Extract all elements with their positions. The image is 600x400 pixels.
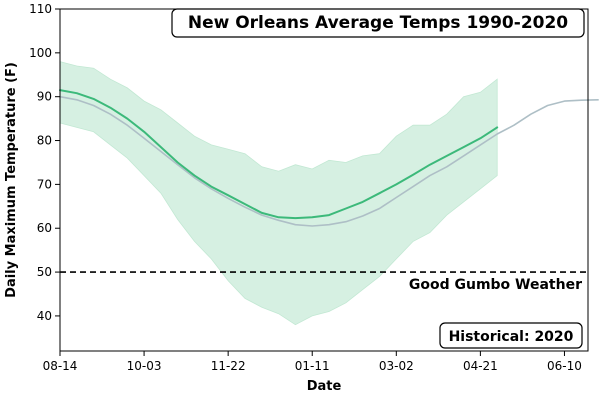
chart-title: New Orleans Average Temps 1990-2020 — [188, 13, 568, 33]
y-tick-label: 90 — [37, 90, 52, 104]
y-tick-label: 70 — [37, 177, 52, 191]
x-axis-title: Date — [307, 379, 342, 394]
x-tick-label: 11-22 — [211, 359, 246, 373]
chart-title-box: New Orleans Average Temps 1990-2020 — [171, 8, 585, 38]
x-tick-label: 03-02 — [379, 359, 414, 373]
y-tick-label: 60 — [37, 221, 52, 235]
x-tick-label: 10-03 — [127, 359, 162, 373]
daily-range-band — [59, 61, 498, 326]
y-tick-label: 80 — [37, 134, 52, 148]
y-tick-label: 110 — [29, 2, 52, 16]
y-tick-label: 40 — [37, 309, 52, 323]
annotation-frame — [439, 322, 583, 349]
series-layer — [59, 89, 599, 227]
series-line-2020 — [59, 89, 499, 220]
y-axis-title: Daily Maximum Temperature (F) — [4, 62, 19, 298]
series-line-historical-mean — [59, 95, 599, 227]
x-tick-label: 08-14 — [43, 359, 78, 373]
range-band-layer — [59, 61, 498, 326]
annotation-text: Historical: 2020 — [449, 329, 574, 345]
reference-line-label: Good Gumbo Weather — [409, 277, 582, 293]
chart-title-frame — [171, 8, 585, 38]
y-tick-label: 100 — [29, 46, 52, 60]
axes-layer: 40 50 60 70 80 90 100 110 08-14 10-03 11-22 01-11 03… — [29, 2, 582, 373]
annotation-box: Historical: 2020 — [439, 322, 583, 349]
x-tick-label: 04-21 — [463, 359, 498, 373]
x-tick-label: 01-11 — [295, 359, 330, 373]
y-tick-label: 50 — [37, 265, 52, 279]
x-tick-label: 06-10 — [547, 359, 582, 373]
